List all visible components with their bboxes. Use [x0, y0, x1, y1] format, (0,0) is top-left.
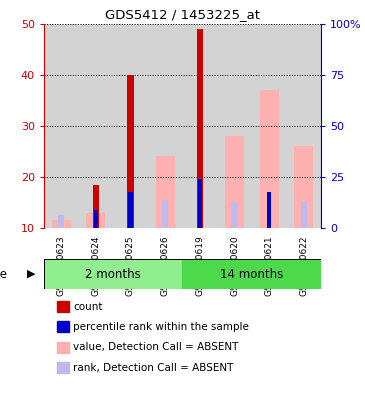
Bar [252, 24, 287, 228]
Bar [113, 24, 148, 228]
Bar [86, 213, 105, 228]
Bar [267, 192, 271, 228]
Bar [294, 146, 314, 228]
Bar [44, 24, 78, 228]
Bar [58, 215, 64, 228]
Bar [260, 90, 279, 228]
Text: value, Detection Call = ABSENT: value, Detection Call = ABSENT [73, 342, 238, 353]
Bar [155, 156, 175, 228]
Bar [198, 179, 202, 228]
Text: percentile rank within the sample: percentile rank within the sample [73, 322, 249, 332]
Bar [51, 220, 71, 228]
Bar [148, 24, 182, 228]
Bar [94, 210, 98, 228]
Bar [128, 192, 132, 228]
Bar [197, 29, 203, 228]
Bar [44, 259, 182, 289]
Title: GDS5412 / 1453225_at: GDS5412 / 1453225_at [105, 8, 260, 21]
Text: count: count [73, 301, 103, 312]
Text: age: age [0, 268, 7, 281]
Bar [93, 185, 99, 228]
Bar [78, 24, 113, 228]
Text: 2 months: 2 months [85, 268, 141, 281]
Bar [182, 259, 321, 289]
Bar [182, 24, 217, 228]
Bar [217, 24, 252, 228]
Bar [301, 202, 307, 228]
Text: rank, Detection Call = ABSENT: rank, Detection Call = ABSENT [73, 363, 233, 373]
Bar [127, 75, 134, 228]
Bar [287, 24, 321, 228]
Bar [225, 136, 244, 228]
Text: 14 months: 14 months [220, 268, 284, 281]
Bar [231, 202, 238, 228]
Bar [162, 200, 168, 228]
Text: ▶: ▶ [27, 269, 35, 279]
